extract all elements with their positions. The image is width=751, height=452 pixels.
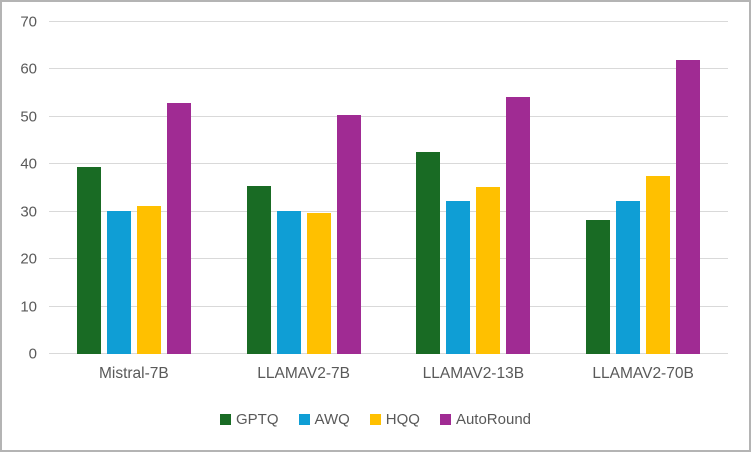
- bar-autoround: [336, 114, 361, 354]
- bar-awq: [276, 211, 301, 354]
- bar-hqq: [476, 186, 501, 354]
- y-tick-label: 50: [20, 108, 37, 126]
- x-category-label: Mistral-7B: [98, 365, 169, 382]
- bar-awq: [616, 201, 641, 354]
- x-category-label: LLAMAV2-13B: [422, 365, 525, 382]
- legend-item-gptq: GPTQ: [219, 411, 279, 428]
- gridline: [49, 115, 728, 117]
- bar-autoround: [676, 59, 701, 354]
- bar-autoround: [166, 103, 191, 354]
- legend-item-hqq: HQQ: [369, 411, 420, 428]
- legend-swatch-icon: [439, 414, 451, 425]
- bar-group: [49, 22, 219, 354]
- bar-group: [389, 22, 559, 354]
- legend: GPTQ AWQ HQQ AutoRound: [2, 412, 749, 427]
- x-category-label: LLAMAV2-70B: [592, 365, 694, 382]
- legend-swatch-icon: [219, 414, 231, 425]
- y-tick-label: 70: [20, 13, 37, 31]
- bar-group: [219, 22, 389, 354]
- gridline: [49, 163, 728, 165]
- y-tick-label: 10: [20, 298, 37, 316]
- legend-label: AWQ: [314, 411, 350, 428]
- legend-label: HQQ: [385, 411, 420, 428]
- gridline: [49, 21, 728, 22]
- legend-item-awq: AWQ: [298, 411, 350, 428]
- bar-hqq: [646, 176, 671, 354]
- legend-item-autoround: AutoRound: [439, 411, 532, 428]
- legend-swatch-icon: [369, 414, 381, 425]
- bar-gptq: [586, 219, 611, 354]
- x-axis: Mistral-7B LLAMAV2-7B LLAMAV2-13B LLAMAV2-7…: [49, 365, 728, 382]
- plot-area: [49, 21, 728, 354]
- gridline: [49, 258, 728, 260]
- y-tick-label: 0: [28, 345, 37, 363]
- legend-swatch-icon: [298, 414, 310, 425]
- gridline: [49, 210, 728, 212]
- x-category-label: LLAMAV2-7B: [257, 365, 350, 382]
- bar-hqq: [306, 212, 331, 354]
- gridline: [49, 68, 728, 70]
- y-tick-label: 60: [20, 60, 37, 78]
- y-tick-label: 40: [20, 155, 37, 173]
- gridline: [49, 305, 728, 307]
- bar-groups: [49, 22, 728, 354]
- bar-gptq: [246, 186, 271, 354]
- bar-hqq: [136, 205, 161, 354]
- legend-label: AutoRound: [455, 411, 532, 428]
- gridline: [49, 353, 728, 354]
- bar-gptq: [76, 166, 101, 354]
- bar-group: [558, 22, 728, 354]
- y-tick-label: 20: [20, 250, 37, 268]
- legend-label: GPTQ: [235, 411, 279, 428]
- bar-gptq: [416, 152, 441, 354]
- bar-awq: [106, 211, 131, 354]
- bar-autoround: [506, 96, 531, 354]
- y-tick-label: 30: [20, 203, 37, 221]
- y-axis: 0 10 20 30 40 50 60 70: [2, 15, 37, 362]
- bar-awq: [446, 201, 471, 354]
